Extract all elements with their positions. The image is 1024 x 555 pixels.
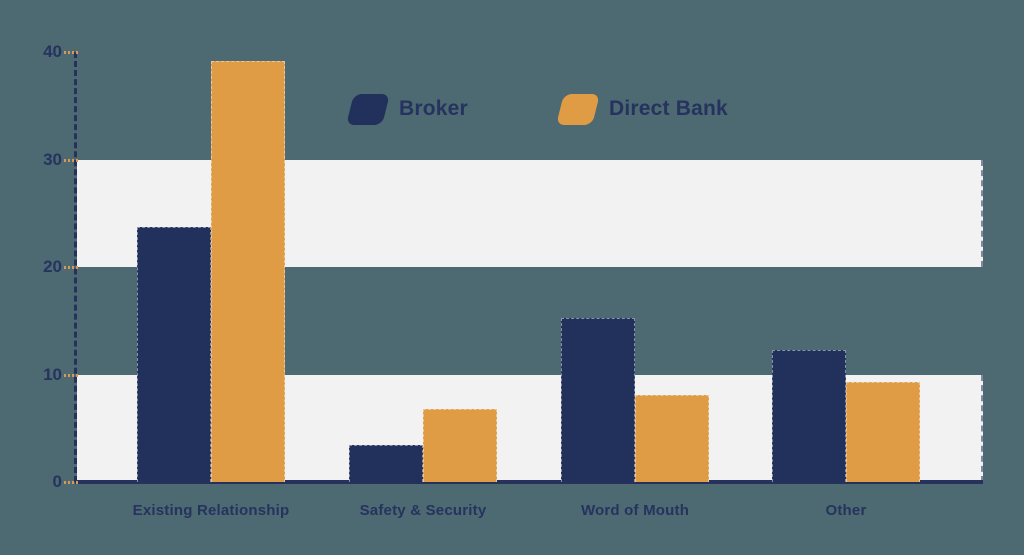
bar-broker-other — [772, 349, 846, 482]
bar-broker-existing-relationship — [137, 227, 211, 482]
bar-broker-word-of-mouth — [561, 317, 635, 482]
x-axis-line — [75, 480, 983, 484]
y-axis-tick-20 — [64, 266, 78, 269]
legend-item-direct-bank[interactable]: Direct Bank — [556, 91, 728, 127]
y-axis-tick-30 — [64, 158, 78, 162]
x-axis-label-existing-relationship: Existing Relationship — [132, 502, 290, 519]
legend-item-broker[interactable]: Broker — [346, 91, 468, 127]
bar-direct-bank-existing-relationship — [211, 60, 285, 482]
y-axis-tick-10 — [64, 373, 78, 377]
legend-label-broker: Broker — [399, 97, 468, 120]
bar-direct-bank-word-of-mouth — [635, 394, 709, 482]
y-axis-label-10: 10 — [43, 364, 62, 384]
x-axis-label-word-of-mouth: Word of Mouth — [580, 502, 690, 519]
plot-area — [74, 52, 983, 484]
bar-broker-safety-security — [349, 445, 423, 482]
y-axis-label-20: 20 — [43, 257, 62, 276]
bar-direct-bank-other — [846, 382, 920, 482]
legend-label-direct-bank: Direct Bank — [609, 97, 728, 120]
y-axis-tick-40 — [64, 51, 78, 54]
y-axis-label-0: 0 — [52, 472, 62, 491]
y-axis-tick-0 — [64, 481, 78, 484]
x-axis-label-other: Other — [825, 502, 867, 519]
x-axis-label-safety-security: Safety & Security — [359, 502, 487, 519]
bar-direct-bank-safety-security — [423, 408, 497, 482]
y-axis-label-40: 40 — [43, 42, 62, 61]
y-axis-label-30: 30 — [43, 149, 62, 169]
